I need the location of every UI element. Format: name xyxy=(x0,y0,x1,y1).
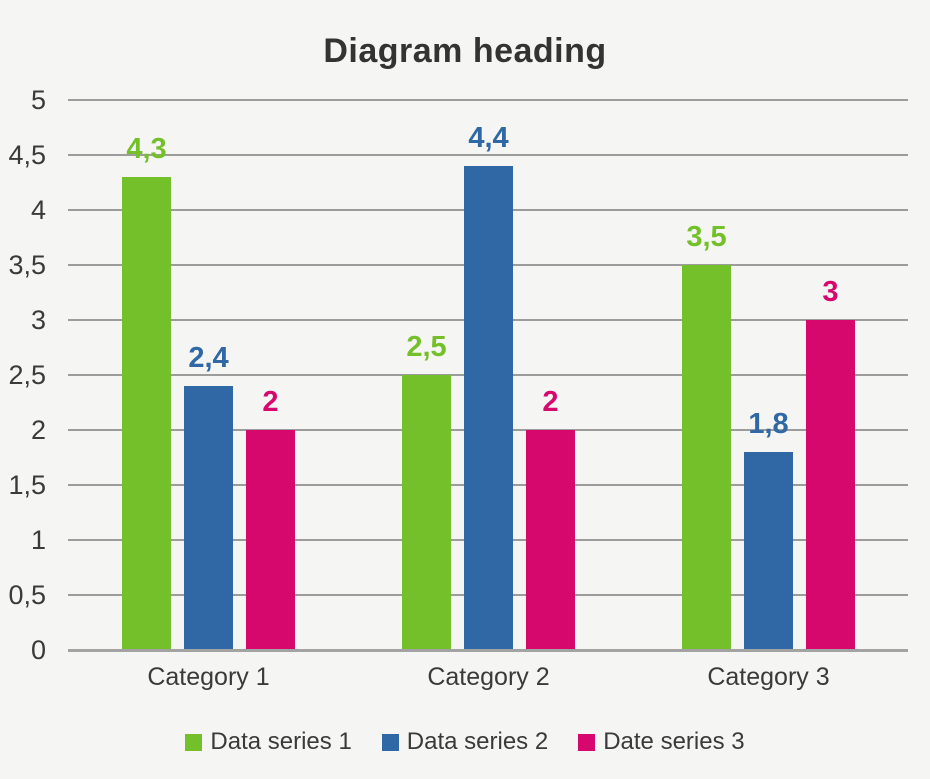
bar-value-label: 3 xyxy=(822,276,839,308)
y-axis-tick-label: 3 xyxy=(30,305,46,335)
y-axis-tick-label: 4,5 xyxy=(8,140,46,170)
bar-value-label: 2 xyxy=(262,386,279,418)
bar-value-label: 4,4 xyxy=(468,122,509,154)
y-axis-tick-label: 5 xyxy=(30,85,46,115)
bar xyxy=(526,430,575,649)
x-axis-line xyxy=(68,649,908,652)
bar xyxy=(682,265,731,649)
bar-value-label: 2,5 xyxy=(406,331,447,363)
bar xyxy=(402,375,451,649)
bar-value-label: 2 xyxy=(542,386,559,418)
gridline xyxy=(68,99,908,101)
y-axis-tick-label: 3,5 xyxy=(8,250,46,280)
legend-label: Data series 1 xyxy=(210,728,352,755)
bar xyxy=(184,386,233,649)
bar-value-label: 4,3 xyxy=(126,133,167,165)
legend: Data series 1 Data series 2 Date series 3 xyxy=(0,730,930,754)
legend-item: Data series 2 xyxy=(381,728,549,755)
y-axis-tick-label: 0,5 xyxy=(8,580,46,610)
y-axis-tick-label: 2 xyxy=(30,415,46,445)
y-axis-tick-label: 1,5 xyxy=(8,470,46,500)
legend-item: Data series 1 xyxy=(185,728,352,755)
legend-item: Date series 3 xyxy=(578,728,745,755)
legend-label: Date series 3 xyxy=(603,728,745,755)
bar xyxy=(122,177,171,649)
category-label: Category 1 xyxy=(147,663,270,691)
legend-swatch-icon xyxy=(578,733,596,751)
category-label: Category 3 xyxy=(707,663,830,691)
y-axis-tick-label: 0 xyxy=(30,635,46,665)
gridline xyxy=(68,154,908,156)
y-axis-tick-label: 4 xyxy=(30,195,46,225)
bar xyxy=(246,430,295,649)
y-axis-tick-label: 2,5 xyxy=(8,360,46,390)
legend-label: Data series 2 xyxy=(406,728,549,755)
bar-value-label: 1,8 xyxy=(748,408,789,440)
category-label: Category 2 xyxy=(427,663,550,691)
y-axis-tick-label: 1 xyxy=(30,525,46,555)
legend-swatch-icon xyxy=(185,733,203,751)
bar xyxy=(806,320,855,649)
bar-value-label: 3,5 xyxy=(686,221,727,253)
chart-title: Diagram heading xyxy=(323,32,607,70)
bar xyxy=(744,452,793,649)
bar-value-label: 2,4 xyxy=(188,342,229,374)
bar xyxy=(464,166,513,649)
legend-swatch-icon xyxy=(381,733,399,751)
